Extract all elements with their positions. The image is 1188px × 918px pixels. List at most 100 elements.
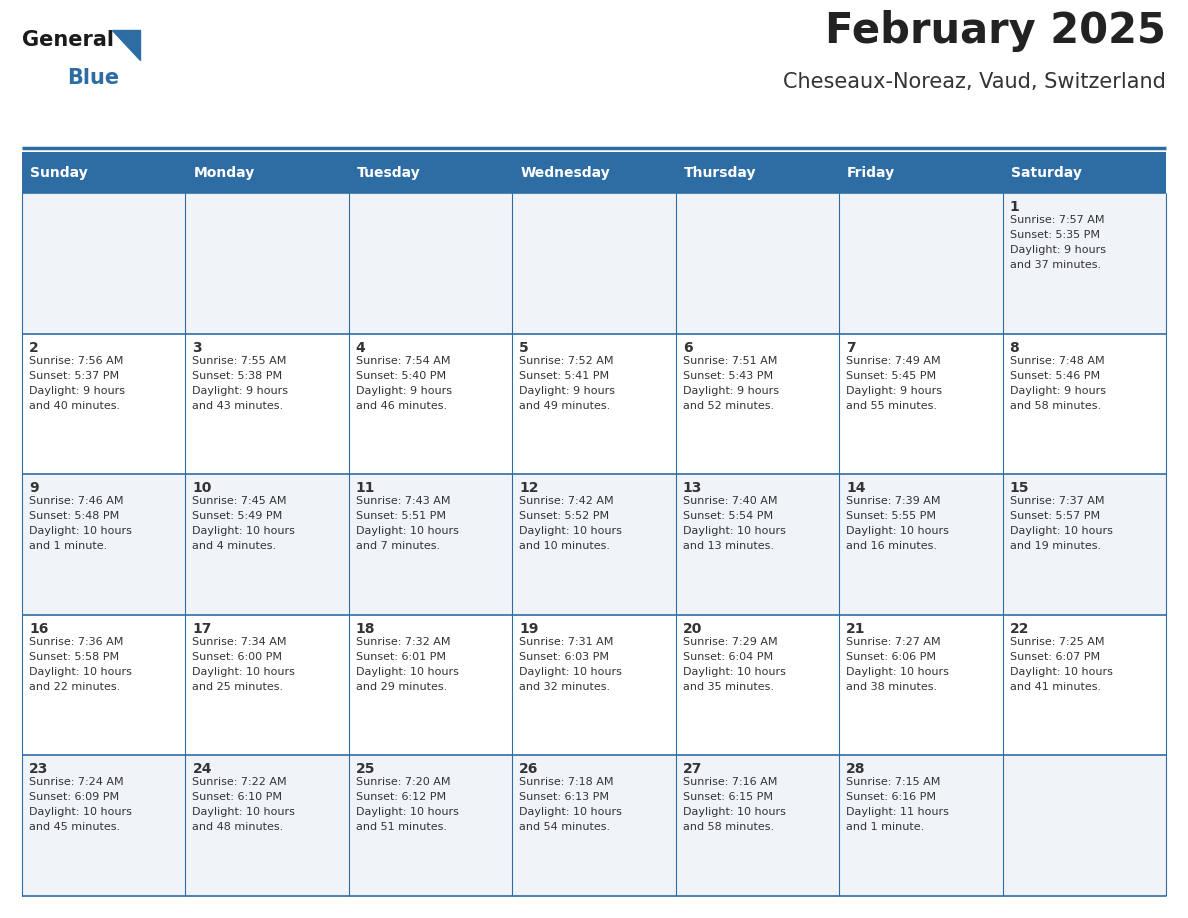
Text: and 41 minutes.: and 41 minutes. <box>1010 682 1101 692</box>
Text: and 54 minutes.: and 54 minutes. <box>519 823 611 833</box>
Text: Wednesday: Wednesday <box>520 165 609 180</box>
Text: and 1 minute.: and 1 minute. <box>29 542 107 551</box>
Text: 15: 15 <box>1010 481 1029 495</box>
Text: Daylight: 9 hours: Daylight: 9 hours <box>846 386 942 396</box>
Text: Sunset: 6:12 PM: Sunset: 6:12 PM <box>356 792 446 802</box>
Text: and 40 minutes.: and 40 minutes. <box>29 400 120 410</box>
FancyBboxPatch shape <box>349 475 512 615</box>
Text: Sunset: 5:55 PM: Sunset: 5:55 PM <box>846 511 936 521</box>
Text: Blue: Blue <box>67 68 119 88</box>
Text: Sunrise: 7:46 AM: Sunrise: 7:46 AM <box>29 497 124 506</box>
Text: Sunrise: 7:42 AM: Sunrise: 7:42 AM <box>519 497 614 506</box>
FancyBboxPatch shape <box>512 193 676 333</box>
FancyBboxPatch shape <box>185 193 349 333</box>
Text: Daylight: 9 hours: Daylight: 9 hours <box>683 386 778 396</box>
Text: 3: 3 <box>192 341 202 354</box>
Text: 13: 13 <box>683 481 702 495</box>
Text: Daylight: 10 hours: Daylight: 10 hours <box>29 808 132 817</box>
Text: 11: 11 <box>356 481 375 495</box>
Text: 28: 28 <box>846 763 866 777</box>
FancyBboxPatch shape <box>349 152 512 193</box>
FancyBboxPatch shape <box>1003 475 1165 615</box>
Text: Sunrise: 7:48 AM: Sunrise: 7:48 AM <box>1010 355 1104 365</box>
Text: Sunset: 5:45 PM: Sunset: 5:45 PM <box>846 371 936 381</box>
Text: and 4 minutes.: and 4 minutes. <box>192 542 277 551</box>
Text: General: General <box>23 30 114 50</box>
FancyBboxPatch shape <box>349 193 512 333</box>
Text: Sunrise: 7:20 AM: Sunrise: 7:20 AM <box>356 778 450 788</box>
Text: Sunset: 5:40 PM: Sunset: 5:40 PM <box>356 371 446 381</box>
Text: 8: 8 <box>1010 341 1019 354</box>
Text: 12: 12 <box>519 481 539 495</box>
Text: Daylight: 10 hours: Daylight: 10 hours <box>683 526 785 536</box>
FancyBboxPatch shape <box>1003 333 1165 475</box>
Text: Sunset: 6:01 PM: Sunset: 6:01 PM <box>356 652 446 662</box>
Text: Daylight: 11 hours: Daylight: 11 hours <box>846 808 949 817</box>
FancyBboxPatch shape <box>512 475 676 615</box>
Text: Sunrise: 7:32 AM: Sunrise: 7:32 AM <box>356 637 450 647</box>
Text: Daylight: 10 hours: Daylight: 10 hours <box>519 666 623 677</box>
Text: 22: 22 <box>1010 621 1029 636</box>
Text: Sunrise: 7:49 AM: Sunrise: 7:49 AM <box>846 355 941 365</box>
FancyBboxPatch shape <box>676 152 839 193</box>
Text: and 37 minutes.: and 37 minutes. <box>1010 260 1101 270</box>
FancyBboxPatch shape <box>1003 152 1165 193</box>
FancyBboxPatch shape <box>839 615 1003 756</box>
Text: 4: 4 <box>356 341 366 354</box>
Text: Friday: Friday <box>847 165 896 180</box>
Text: Sunrise: 7:54 AM: Sunrise: 7:54 AM <box>356 355 450 365</box>
Text: Sunrise: 7:56 AM: Sunrise: 7:56 AM <box>29 355 124 365</box>
Text: and 43 minutes.: and 43 minutes. <box>192 400 284 410</box>
FancyBboxPatch shape <box>676 615 839 756</box>
Text: Sunrise: 7:55 AM: Sunrise: 7:55 AM <box>192 355 286 365</box>
Text: Daylight: 10 hours: Daylight: 10 hours <box>519 526 623 536</box>
FancyBboxPatch shape <box>23 333 185 475</box>
FancyBboxPatch shape <box>1003 193 1165 333</box>
Text: Sunset: 5:52 PM: Sunset: 5:52 PM <box>519 511 609 521</box>
FancyBboxPatch shape <box>349 756 512 896</box>
Text: Sunrise: 7:31 AM: Sunrise: 7:31 AM <box>519 637 614 647</box>
Text: Sunrise: 7:57 AM: Sunrise: 7:57 AM <box>1010 215 1104 225</box>
Text: Sunrise: 7:29 AM: Sunrise: 7:29 AM <box>683 637 777 647</box>
Text: Daylight: 10 hours: Daylight: 10 hours <box>29 666 132 677</box>
Text: Daylight: 10 hours: Daylight: 10 hours <box>683 666 785 677</box>
Text: Sunrise: 7:39 AM: Sunrise: 7:39 AM <box>846 497 941 506</box>
Text: Sunset: 5:38 PM: Sunset: 5:38 PM <box>192 371 283 381</box>
Text: 16: 16 <box>29 621 49 636</box>
Text: 10: 10 <box>192 481 211 495</box>
Text: Sunrise: 7:51 AM: Sunrise: 7:51 AM <box>683 355 777 365</box>
Text: 7: 7 <box>846 341 855 354</box>
Text: Sunday: Sunday <box>30 165 88 180</box>
Text: Sunset: 5:54 PM: Sunset: 5:54 PM <box>683 511 773 521</box>
Text: Sunset: 6:06 PM: Sunset: 6:06 PM <box>846 652 936 662</box>
Text: 2: 2 <box>29 341 39 354</box>
Text: Sunset: 5:46 PM: Sunset: 5:46 PM <box>1010 371 1100 381</box>
FancyBboxPatch shape <box>185 152 349 193</box>
Text: and 49 minutes.: and 49 minutes. <box>519 400 611 410</box>
FancyBboxPatch shape <box>1003 756 1165 896</box>
Text: Daylight: 10 hours: Daylight: 10 hours <box>29 526 132 536</box>
Text: Sunset: 5:51 PM: Sunset: 5:51 PM <box>356 511 446 521</box>
Text: 5: 5 <box>519 341 529 354</box>
Text: and 38 minutes.: and 38 minutes. <box>846 682 937 692</box>
Text: 20: 20 <box>683 621 702 636</box>
Text: Sunrise: 7:18 AM: Sunrise: 7:18 AM <box>519 778 614 788</box>
Text: and 46 minutes.: and 46 minutes. <box>356 400 447 410</box>
Text: and 13 minutes.: and 13 minutes. <box>683 542 773 551</box>
Text: Daylight: 10 hours: Daylight: 10 hours <box>356 526 459 536</box>
Text: 23: 23 <box>29 763 49 777</box>
FancyBboxPatch shape <box>839 152 1003 193</box>
Text: Sunset: 6:09 PM: Sunset: 6:09 PM <box>29 792 119 802</box>
FancyBboxPatch shape <box>676 756 839 896</box>
FancyBboxPatch shape <box>839 475 1003 615</box>
Text: Sunset: 5:43 PM: Sunset: 5:43 PM <box>683 371 773 381</box>
Text: Tuesday: Tuesday <box>356 165 421 180</box>
Text: and 16 minutes.: and 16 minutes. <box>846 542 937 551</box>
FancyBboxPatch shape <box>1003 615 1165 756</box>
Text: Daylight: 10 hours: Daylight: 10 hours <box>846 666 949 677</box>
Polygon shape <box>112 30 140 60</box>
Text: Sunset: 6:04 PM: Sunset: 6:04 PM <box>683 652 773 662</box>
Text: and 1 minute.: and 1 minute. <box>846 823 924 833</box>
Text: Cheseaux-Noreaz, Vaud, Switzerland: Cheseaux-Noreaz, Vaud, Switzerland <box>783 72 1165 92</box>
Text: Sunrise: 7:36 AM: Sunrise: 7:36 AM <box>29 637 124 647</box>
